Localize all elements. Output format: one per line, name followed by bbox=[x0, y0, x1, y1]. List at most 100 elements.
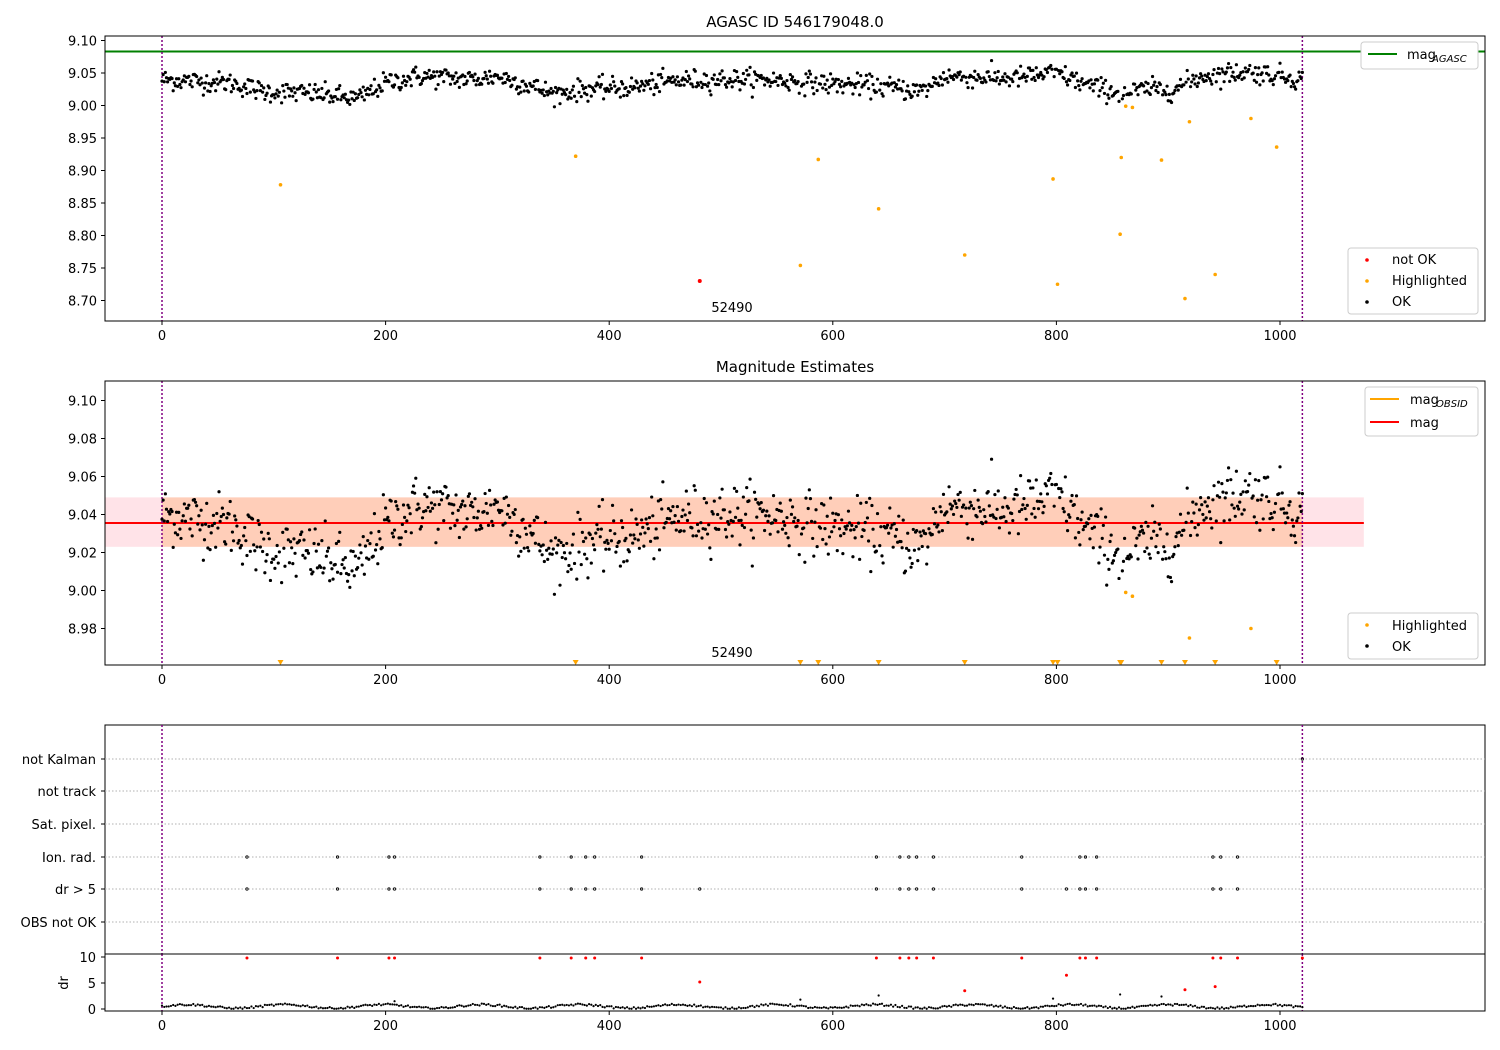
ok-point bbox=[207, 81, 211, 86]
dr-point bbox=[406, 1004, 410, 1007]
ok-point bbox=[482, 510, 486, 514]
ok-point bbox=[518, 535, 522, 539]
dr-point bbox=[1254, 1004, 1257, 1008]
agasc-xtick-label: 200 bbox=[373, 329, 398, 344]
ok-point bbox=[427, 68, 431, 72]
ok-point bbox=[811, 86, 815, 90]
ok-point bbox=[765, 76, 769, 80]
ok-point bbox=[404, 83, 408, 87]
ok-point bbox=[853, 536, 857, 540]
ok-point bbox=[525, 546, 530, 550]
dr-point bbox=[456, 1004, 459, 1007]
ok-point bbox=[1107, 567, 1111, 571]
ok-point bbox=[1142, 531, 1146, 535]
dr-point bbox=[632, 1006, 635, 1009]
ok-point bbox=[608, 528, 612, 533]
ok-point bbox=[1025, 503, 1029, 507]
ok-point bbox=[254, 568, 258, 572]
ok-point bbox=[941, 71, 946, 75]
ok-point bbox=[330, 567, 334, 571]
ok-point bbox=[815, 88, 819, 93]
ok-point bbox=[345, 579, 350, 583]
dr-point bbox=[1026, 1006, 1029, 1009]
ok-point bbox=[771, 494, 776, 498]
ok-point bbox=[455, 79, 459, 84]
ok-point bbox=[874, 90, 879, 94]
ok-point bbox=[996, 489, 1000, 493]
ok-point bbox=[745, 486, 749, 490]
dr-point bbox=[1086, 1005, 1089, 1008]
ok-point bbox=[176, 84, 180, 89]
ok-point bbox=[1039, 70, 1043, 75]
ok-point bbox=[789, 512, 794, 516]
ok-point bbox=[322, 96, 326, 100]
ok-point bbox=[808, 497, 813, 501]
ok-point bbox=[750, 564, 754, 568]
ok-point bbox=[945, 510, 949, 514]
dr-point bbox=[936, 1007, 939, 1010]
dr5-flag-point bbox=[387, 887, 391, 891]
ok-point bbox=[1158, 527, 1162, 531]
ok-point bbox=[513, 507, 517, 512]
ok-point bbox=[821, 537, 825, 542]
ok-point bbox=[1096, 514, 1100, 518]
ok-point bbox=[1020, 507, 1024, 512]
ok-point bbox=[681, 76, 685, 80]
ok-point bbox=[1073, 85, 1078, 90]
ok-point bbox=[518, 85, 522, 89]
ok-point bbox=[824, 87, 828, 92]
dr-point bbox=[934, 1007, 937, 1010]
legend-label: OK bbox=[1392, 640, 1411, 655]
ok-point bbox=[976, 72, 980, 77]
ok-point bbox=[925, 94, 929, 99]
ok-point bbox=[1283, 521, 1288, 525]
ok-point bbox=[489, 503, 493, 507]
dr-point bbox=[1129, 1006, 1132, 1009]
ok-point bbox=[287, 561, 292, 565]
dr-point bbox=[176, 1003, 179, 1006]
ok-point bbox=[686, 74, 691, 78]
ok-point bbox=[808, 72, 813, 76]
dr-point bbox=[1272, 1003, 1275, 1006]
dr-point bbox=[858, 1005, 861, 1008]
ok-point bbox=[972, 75, 976, 80]
dr-point bbox=[1223, 1007, 1226, 1010]
dr-point bbox=[780, 1003, 783, 1007]
ok-point bbox=[170, 509, 174, 514]
ok-point bbox=[464, 525, 468, 529]
dr-point bbox=[744, 1006, 747, 1010]
ok-point bbox=[1040, 73, 1044, 77]
dr-point bbox=[214, 1006, 217, 1009]
ok-point bbox=[419, 525, 423, 529]
ok-point bbox=[1057, 69, 1061, 73]
dr-point bbox=[438, 1006, 441, 1010]
ok-point bbox=[575, 100, 579, 104]
ok-point bbox=[463, 74, 467, 79]
ok-point bbox=[986, 489, 990, 494]
out-of-range-marker bbox=[1212, 660, 1219, 665]
ok-point bbox=[1105, 102, 1109, 106]
dr-point bbox=[1051, 997, 1055, 1000]
dr-point bbox=[704, 1005, 707, 1008]
dr-point bbox=[1122, 1007, 1125, 1010]
dr-point bbox=[1276, 1004, 1279, 1007]
dr-point bbox=[713, 1005, 716, 1009]
ok-point bbox=[282, 546, 286, 550]
ok-point bbox=[758, 507, 762, 511]
dr-point bbox=[641, 1006, 644, 1009]
ok-point bbox=[259, 530, 264, 534]
dr-point bbox=[690, 1005, 694, 1008]
dr-point bbox=[979, 1003, 982, 1006]
dr-point bbox=[572, 1004, 575, 1007]
dr-point bbox=[1169, 1003, 1172, 1006]
ok-point bbox=[803, 94, 807, 98]
ok-point bbox=[435, 490, 439, 494]
dr-point bbox=[766, 1004, 770, 1007]
ok-point bbox=[342, 566, 346, 570]
ok-point bbox=[788, 72, 792, 77]
highlighted-point bbox=[1051, 177, 1055, 181]
ok-point bbox=[1247, 483, 1251, 487]
ok-point bbox=[840, 518, 844, 522]
ok-point bbox=[227, 512, 231, 516]
dr-point bbox=[534, 1006, 537, 1009]
